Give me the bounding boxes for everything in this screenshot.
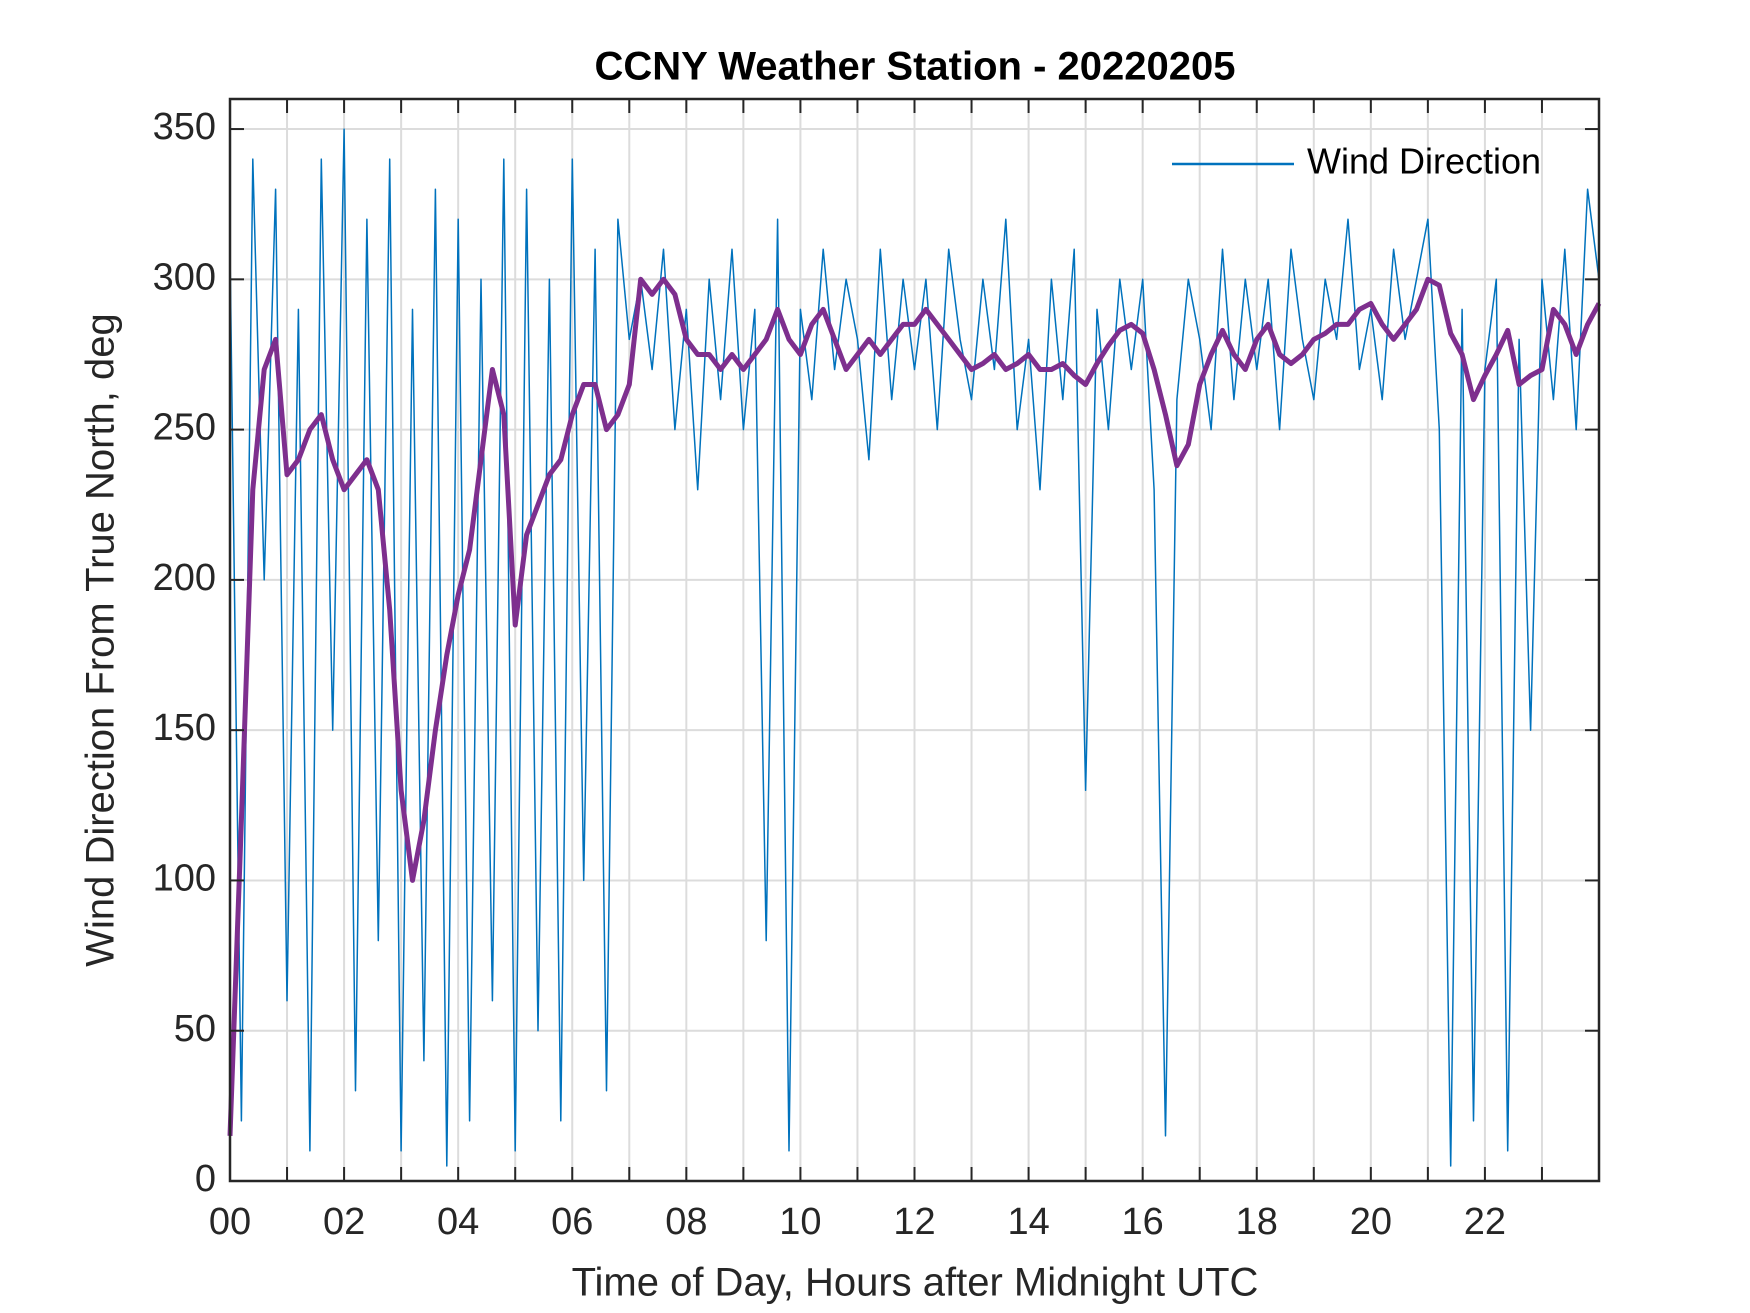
y-axis-label: Wind Direction From True North, deg [79,313,123,967]
y-tick-label: 300 [153,256,216,298]
y-tick-label: 50 [174,1008,216,1050]
data-line [227,276,1602,1136]
x-axis-label: Time of Day, Hours after Midnight UTC [572,1261,1259,1305]
x-tick-label: 06 [551,1201,593,1243]
y-tick-label: 200 [153,557,216,599]
legend-label: Wind Direction [1307,141,1541,182]
x-tick-label: 22 [1464,1201,1506,1243]
x-tick-label: 08 [665,1201,707,1243]
x-tick-label: 14 [1007,1201,1049,1243]
x-tick-label: 04 [437,1201,479,1243]
data-line [229,128,1600,1167]
x-tick-label: 12 [893,1201,935,1243]
x-tick-label: 00 [209,1201,251,1243]
x-tick-label: 18 [1236,1201,1278,1243]
x-tick-label: 20 [1350,1201,1392,1243]
y-tick-label: 350 [153,106,216,148]
x-tick-label: 02 [323,1201,365,1243]
y-tick-label: 100 [153,857,216,899]
x-tick-label: 16 [1122,1201,1164,1243]
y-tick-label: 250 [153,407,216,449]
chart-title: CCNY Weather Station - 20220205 [595,45,1236,89]
y-tick-label: 150 [153,707,216,749]
x-tick-label: 10 [779,1201,821,1243]
y-tick-label: 0 [195,1158,216,1200]
